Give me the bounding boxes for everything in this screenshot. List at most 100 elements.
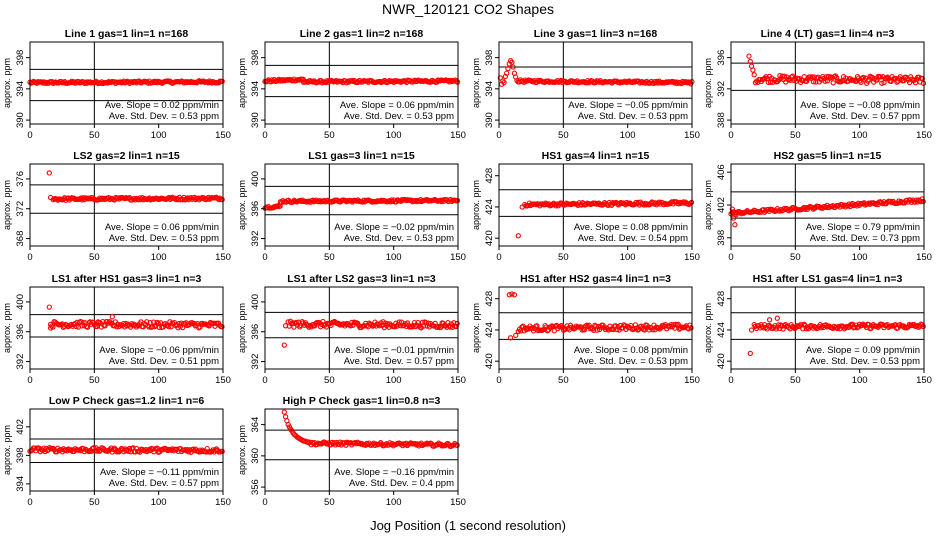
- data-point: [47, 325, 54, 331]
- data-point: [156, 324, 163, 331]
- x-tick-label: 50: [790, 375, 801, 386]
- panel-title: LS1 after HS1 gas=3 lin=1 n=3: [52, 273, 202, 285]
- data-point: [519, 204, 525, 210]
- panel-title: Line 2 gas=1 lin=2 n=168: [300, 28, 424, 40]
- y-axis-label: approx. ppm: [237, 180, 247, 230]
- data-point: [877, 74, 884, 80]
- data-point: [781, 73, 788, 79]
- data-point: [750, 67, 756, 73]
- plot-frame: [498, 163, 693, 247]
- stddev-label: Ave. Std. Dev. = 0.51 ppm: [109, 356, 219, 367]
- data-point: [894, 79, 900, 85]
- slope-label: Ave. Slope = 0.09 ppm/min: [806, 345, 920, 356]
- data-point: [141, 448, 148, 454]
- x-tick-label: 0: [496, 375, 501, 386]
- y-tick-label: 392: [15, 354, 26, 370]
- data-point: [376, 323, 383, 329]
- data-point: [752, 79, 759, 86]
- data-point: [119, 79, 126, 85]
- y-tick-label: 406: [716, 164, 727, 180]
- y-tick-label: 424: [484, 199, 495, 215]
- y-tick-label: 402: [15, 419, 26, 435]
- data-point: [747, 350, 753, 357]
- y-tick-label: 428: [716, 291, 727, 307]
- y-axis-label: approx. ppm: [471, 180, 481, 230]
- stddev-label: Ave. Std. Dev. = 0.57 ppm: [109, 478, 219, 489]
- data-point: [453, 78, 460, 84]
- data-point: [309, 439, 315, 446]
- x-tick-label: 100: [151, 375, 167, 386]
- x-tick-label: 100: [620, 375, 636, 386]
- data-point: [683, 79, 689, 85]
- x-tick-label: 50: [790, 252, 801, 263]
- plot-frame: [264, 163, 459, 247]
- data-point: [513, 74, 519, 80]
- slope-label: Ave. Slope = −0.11 ppm/min: [100, 467, 219, 478]
- x-tick-label: 0: [728, 130, 733, 141]
- data-point: [201, 78, 207, 84]
- y-axis-label: approx. ppm: [703, 180, 713, 230]
- data-point: [166, 323, 172, 330]
- x-tick-label: 50: [324, 130, 335, 141]
- y-tick-label: 394: [484, 81, 495, 97]
- data-point: [392, 77, 398, 84]
- data-point: [623, 199, 630, 206]
- y-axis-label: approx. ppm: [471, 303, 481, 353]
- data-point: [591, 327, 597, 333]
- data-point: [617, 80, 623, 86]
- slope-label: Ave. Slope = −0.01 ppm/min: [334, 345, 454, 356]
- x-tick-label: 150: [684, 375, 700, 386]
- panel-title: Line 1 gas=1 lin=1 n=168: [65, 28, 189, 40]
- data-point: [535, 77, 541, 84]
- data-point: [86, 448, 92, 455]
- data-point: [774, 315, 780, 321]
- panel-6: LS1 gas=3 lin=1 n=15 0 50 100 150 392 396 400ap…: [237, 150, 466, 263]
- data-point: [732, 222, 738, 228]
- panel-8: HS2 gas=5 lin=1 n=15 0 50 100 150 398 402 406ap…: [703, 150, 932, 263]
- panel-title: HS1 after HS2 gas=4 lin=1 n=3: [520, 273, 671, 285]
- plot-frame: [29, 286, 224, 370]
- y-tick-label: 364: [250, 417, 261, 433]
- plot-frame: [264, 286, 459, 370]
- y-tick-label: 392: [250, 354, 261, 370]
- y-axis-label: approx. ppm: [237, 425, 247, 475]
- data-point: [109, 314, 115, 320]
- x-tick-label: 0: [728, 252, 733, 263]
- data-point: [293, 319, 299, 326]
- data-point: [803, 78, 810, 85]
- x-tick-label: 0: [262, 497, 267, 508]
- y-tick-label: 392: [250, 231, 261, 247]
- x-tick-label: 0: [728, 375, 733, 386]
- y-tick-label: 398: [15, 447, 26, 463]
- stddev-label: Ave. Std. Dev. = 0.53 ppm: [344, 233, 454, 244]
- x-tick-label: 100: [852, 252, 868, 263]
- x-tick-label: 150: [450, 130, 466, 141]
- data-point: [747, 58, 753, 65]
- data-point: [447, 324, 453, 330]
- slope-label: Ave. Slope = 0.06 ppm/min: [105, 222, 219, 233]
- data-point: [650, 327, 656, 333]
- x-tick-label: 150: [450, 252, 466, 263]
- x-tick-label: 50: [558, 130, 569, 141]
- data-point: [46, 170, 52, 176]
- x-tick-label: 0: [262, 130, 267, 141]
- data-point: [751, 72, 757, 78]
- data-point: [748, 327, 755, 333]
- data-point: [644, 201, 651, 207]
- data-point: [530, 79, 536, 85]
- x-tick-label: 150: [450, 497, 466, 508]
- data-point: [368, 322, 375, 328]
- y-axis-label: approx. ppm: [2, 180, 12, 230]
- y-axis-label: approx. ppm: [703, 58, 713, 108]
- data-point: [163, 446, 170, 453]
- data-point: [158, 79, 164, 85]
- x-tick-label: 100: [852, 375, 868, 386]
- y-tick-label: 372: [15, 201, 26, 217]
- y-tick-label: 390: [15, 112, 26, 128]
- y-tick-label: 402: [716, 197, 727, 213]
- panel-title: HS1 gas=4 lin=1 n=15: [542, 150, 650, 162]
- data-point: [497, 75, 503, 81]
- data-point: [584, 322, 590, 328]
- x-tick-label: 150: [450, 375, 466, 386]
- x-tick-label: 100: [620, 130, 636, 141]
